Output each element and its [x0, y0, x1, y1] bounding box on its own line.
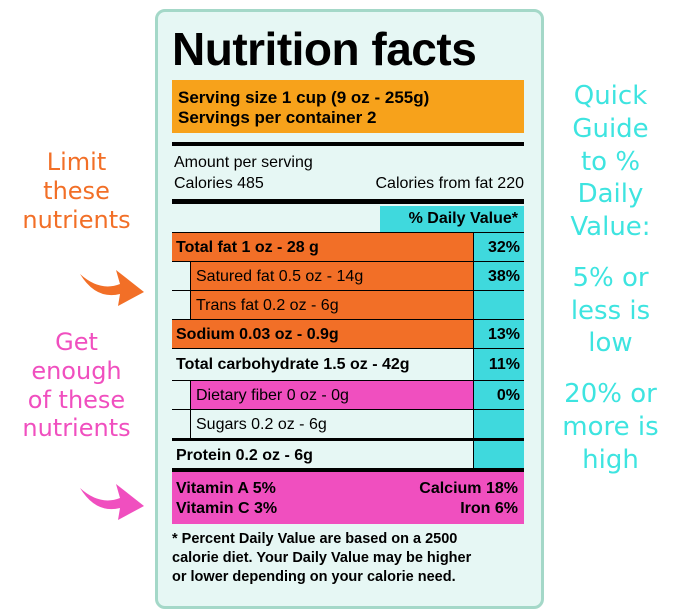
nutrient-pct: 32% [487, 239, 520, 256]
thick-divider [172, 199, 524, 204]
serving-box: Serving size 1 cup (9 oz - 255g) Serving… [172, 80, 524, 133]
calcium: Calcium 18% [419, 480, 518, 497]
nutrient-pct: 0% [496, 387, 520, 404]
footnote-line: or lower depending on your calorie need. [172, 568, 456, 585]
limit-line: Limit [46, 148, 107, 176]
daily-value-header-text: % Daily Value* [408, 210, 518, 227]
amount-per-serving: Amount per serving [174, 154, 313, 171]
servings-per-container: Servings per container 2 [178, 108, 377, 127]
nutrient-name: Total carbohydrate 1.5 oz - 42g [176, 356, 410, 373]
nutrient-name: Protein 0.2 oz - 6g [176, 447, 313, 464]
thick-divider [172, 468, 524, 472]
guide-line: less is [570, 295, 651, 326]
nutrient-pct: 38% [487, 268, 520, 285]
nutrient-pct: 11% [488, 356, 520, 373]
nutrient-pct-cell: 11% [473, 349, 524, 381]
nutrient-row-saturated-fat: Satured fat 0.5 oz - 14g 38% [172, 261, 524, 291]
nutrient-pct-cell: 38% [473, 262, 524, 291]
nutrient-row-total-fat: Total fat 1 oz - 28 g 32% [172, 232, 524, 262]
nutrient-pct: 13% [487, 326, 520, 343]
guide-line: 5% or [572, 262, 649, 293]
nutrient-inset [190, 381, 474, 410]
nutrient-name: Satured fat 0.5 oz - 14g [196, 268, 364, 285]
nutrient-inset [190, 410, 474, 439]
nutrient-name: Trans fat 0.2 oz - 6g [196, 297, 339, 314]
guide-line: Quick [573, 81, 648, 111]
guide-line: 20% or [564, 379, 657, 409]
nutrient-row-protein: Protein 0.2 oz - 6g [172, 438, 524, 471]
footnote-line: * Percent Daily Value are based on a 250… [172, 531, 458, 547]
nutrient-row-sodium: Sodium 0.03 oz - 0.9g 13% [172, 319, 524, 349]
vitamins-box: Vitamin A 5% Vitamin C 3% Calcium 18% Ir… [172, 472, 524, 524]
quick-guide-note: Quick Guide to % Daily Value: 5% or less… [548, 80, 673, 476]
guide-line: Value: [570, 212, 651, 242]
thick-divider [172, 142, 524, 146]
nutrient-pct-cell: 32% [473, 233, 524, 262]
nutrient-pct-cell [473, 410, 524, 439]
guide-line: more is [562, 411, 659, 442]
orange-arrow-icon [80, 270, 144, 306]
limit-note: Limit these nutrients [4, 148, 149, 234]
nutrient-pct-cell: 13% [473, 320, 524, 349]
nutrient-name: Sugars 0.2 oz - 6g [196, 416, 327, 433]
nutrient-pct-cell: 0% [473, 381, 524, 410]
serving-size: Serving size 1 cup (9 oz - 255g) [178, 88, 430, 107]
nutrient-name: Total fat 1 oz - 28 g [176, 239, 319, 256]
guide-line: to % [580, 146, 641, 177]
daily-value-header: % Daily Value* [380, 206, 524, 232]
get-line: enough [31, 356, 122, 385]
label-title: Nutrition facts [172, 23, 477, 75]
nutrient-row-dietary-fiber: Dietary fiber 0 oz - 0g 0% [172, 380, 524, 410]
footnote-line: calorie diet. Your Daily Value may be hi… [172, 549, 472, 566]
limit-line: nutrients [22, 205, 131, 234]
limit-line: these [43, 176, 110, 205]
nutrient-name: Sodium 0.03 oz - 0.9g [176, 326, 339, 343]
calories-from-fat: Calories from fat 220 [375, 175, 524, 192]
nutrient-pct-cell [473, 291, 524, 320]
guide-line: low [588, 328, 633, 359]
iron: Iron 6% [460, 500, 518, 517]
nutrient-inset [190, 262, 474, 291]
get-enough-note: Get enough of these nutrients [4, 328, 149, 443]
nutrient-row-sugars: Sugars 0.2 oz - 6g [172, 409, 524, 439]
pink-arrow-icon [80, 484, 144, 520]
nutrient-name: Dietary fiber 0 oz - 0g [196, 387, 349, 404]
calories: Calories 485 [174, 175, 264, 192]
nutrient-row-total-carbohydrate: Total carbohydrate 1.5 oz - 42g 11% [172, 348, 524, 381]
get-line: nutrients [22, 414, 131, 443]
vitamin-a: Vitamin A 5% [176, 480, 276, 497]
footnote: * Percent Daily Value are based on a 250… [172, 530, 532, 587]
guide-line: Guide [572, 113, 649, 144]
guide-line: Daily [577, 179, 644, 210]
get-line: of these [27, 385, 126, 414]
nutrient-pct-cell [473, 441, 524, 471]
nutrient-inset [190, 291, 474, 320]
guide-line: high [582, 444, 639, 475]
get-line: Get [55, 328, 98, 356]
vitamin-c: Vitamin C 3% [176, 500, 278, 517]
nutrient-row-trans-fat: Trans fat 0.2 oz - 6g [172, 290, 524, 320]
